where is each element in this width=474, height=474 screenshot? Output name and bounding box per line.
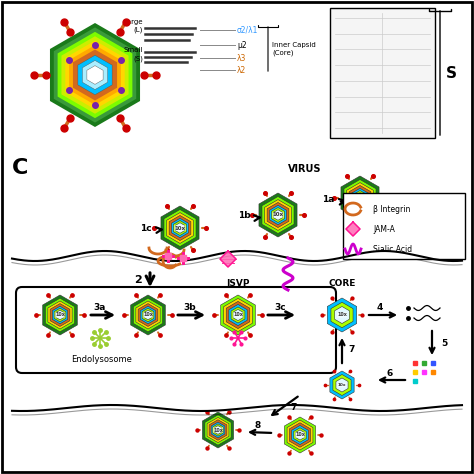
FancyBboxPatch shape <box>16 287 336 373</box>
Text: σ2/λ1: σ2/λ1 <box>237 26 258 35</box>
Text: 10x: 10x <box>338 383 346 387</box>
Text: 7: 7 <box>291 403 297 412</box>
Text: S: S <box>446 65 457 81</box>
Text: JAM-A: JAM-A <box>373 225 395 234</box>
Text: 10x: 10x <box>273 212 283 218</box>
Text: (L): (L) <box>134 27 143 33</box>
Text: 5: 5 <box>441 338 447 347</box>
Text: Sialic Acid: Sialic Acid <box>373 245 412 254</box>
FancyBboxPatch shape <box>343 193 465 259</box>
Text: 10x: 10x <box>355 195 365 201</box>
Text: (S): (S) <box>133 56 143 62</box>
Text: 10x: 10x <box>233 312 243 318</box>
Text: 8: 8 <box>255 420 261 429</box>
Text: Small: Small <box>124 47 143 53</box>
Text: 1b: 1b <box>237 211 250 220</box>
Text: 3a: 3a <box>94 302 106 311</box>
Text: λ3: λ3 <box>237 54 246 63</box>
Polygon shape <box>346 222 360 236</box>
Text: 10x: 10x <box>174 226 185 230</box>
Text: Large: Large <box>124 19 143 25</box>
Bar <box>330 8 435 138</box>
Text: μ2: μ2 <box>237 40 246 49</box>
Text: β Integrin: β Integrin <box>373 204 410 213</box>
Text: 7: 7 <box>349 346 355 355</box>
Text: 1c: 1c <box>140 224 152 233</box>
Text: 10x: 10x <box>213 428 223 432</box>
Text: Inner Capsid
(Core): Inner Capsid (Core) <box>272 42 316 56</box>
Text: 3c: 3c <box>274 302 286 311</box>
Text: CORE: CORE <box>328 279 356 288</box>
Text: VIRUS: VIRUS <box>288 164 322 174</box>
Polygon shape <box>220 251 236 267</box>
Text: 10x: 10x <box>295 432 305 438</box>
Text: 10x: 10x <box>143 312 153 318</box>
Text: ISVP: ISVP <box>226 279 250 288</box>
Text: 4: 4 <box>377 303 383 312</box>
Text: 3b: 3b <box>184 302 196 311</box>
Text: 10x: 10x <box>337 312 347 318</box>
Text: 6: 6 <box>387 368 393 377</box>
Text: 10x: 10x <box>55 312 65 318</box>
Text: C: C <box>12 158 28 178</box>
Text: Endolysosome: Endolysosome <box>72 355 132 364</box>
Text: 1a: 1a <box>322 195 334 204</box>
Text: λ2: λ2 <box>237 65 246 74</box>
Text: 2: 2 <box>134 275 142 285</box>
